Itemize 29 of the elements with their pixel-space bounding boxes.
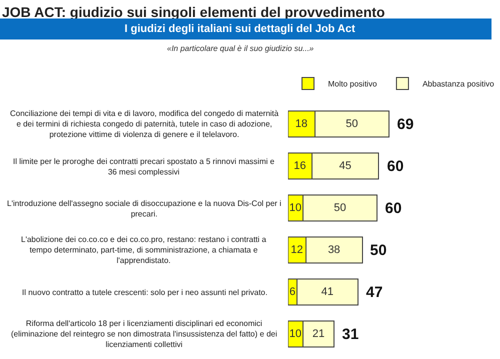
data-label: 45: [339, 160, 352, 172]
total-label: 47: [366, 284, 383, 301]
legend-label: Abbastanza positivo: [422, 80, 495, 89]
total-label: 69: [397, 116, 414, 133]
chart-title: JOB ACT: giudizio sui singoli elementi del provvedimento: [2, 4, 385, 20]
data-label: 12: [290, 244, 304, 256]
data-label: 16: [294, 160, 306, 172]
data-label: 18: [295, 118, 308, 130]
data-label: 6: [289, 286, 296, 298]
y-tick-label: Il limite per le proroghe dei contratti precari spostato a 5 rinnovi massimi e 36 mesi complessivi: [13, 157, 275, 176]
data-label: 50: [334, 202, 346, 214]
data-label: 50: [346, 118, 358, 130]
data-label: 10: [289, 202, 302, 214]
data-label: 38: [328, 244, 340, 256]
total-label: 50: [370, 242, 387, 259]
total-label: 60: [385, 200, 402, 217]
data-label: 10: [289, 328, 302, 340]
data-label: 41: [321, 286, 334, 298]
y-tick-label: Conciliazione dei tempi di vita e di lavoro, modifica del congedo di maternità e dei termini di richiesta congedo di paternità, tutele in caso di adozione, protezione vittime di violenza di genere e il telelavoro.: [10, 109, 280, 139]
total-label: 60: [387, 158, 404, 175]
y-tick-label: Il nuovo contratto a tutele crescenti: solo per i neo assunti nel privato.: [22, 288, 268, 297]
chart-subtitle: I giudizi degli italiani sui dettagli del Job Act: [124, 23, 356, 35]
total-label: 31: [342, 326, 359, 343]
data-label: 21: [312, 328, 325, 340]
y-tick-label: L'abolizione dei co.co.co e dei co.co.pro, restano: restano i contratti a tempo determinato, part-time, di somministrazione, a chiamata e l'apprendistato.: [21, 235, 267, 265]
y-tick-label: L'introduzione dell'assegno sociale di disoccupazione e la nuova Dis-Col per i precari.: [7, 199, 282, 218]
legend-label: Molto positivo: [328, 80, 378, 89]
text: «In particolare qual è il suo giudizio su...»: [167, 44, 314, 53]
y-tick-label: Riforma dell'articolo 18 per i licenziamenti disciplinari ed economici (eliminazione del reintegro se non dimostrata l'insussistenza del fatto) e dei licenziamenti collettivi: [11, 319, 278, 349]
